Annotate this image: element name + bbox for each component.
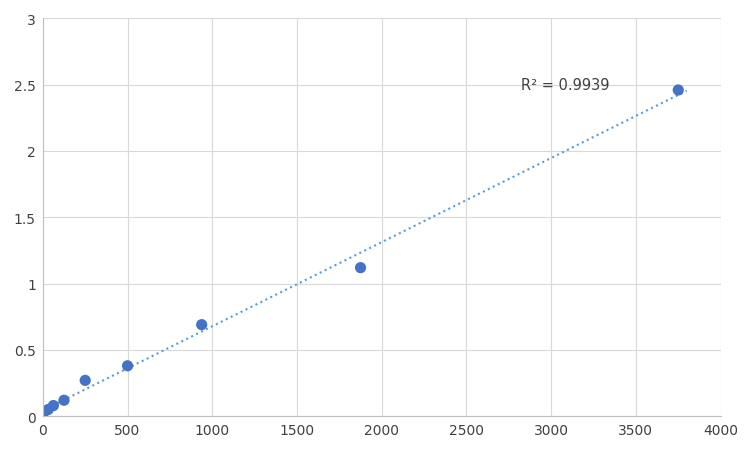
Point xyxy=(42,406,54,413)
Point xyxy=(79,377,91,384)
Point xyxy=(37,413,49,420)
Point xyxy=(58,397,70,404)
Point xyxy=(122,362,134,369)
Point xyxy=(47,402,59,409)
Point xyxy=(672,87,684,94)
Point xyxy=(354,264,366,272)
Text: R² = 0.9939: R² = 0.9939 xyxy=(520,78,609,92)
Point xyxy=(196,322,208,329)
